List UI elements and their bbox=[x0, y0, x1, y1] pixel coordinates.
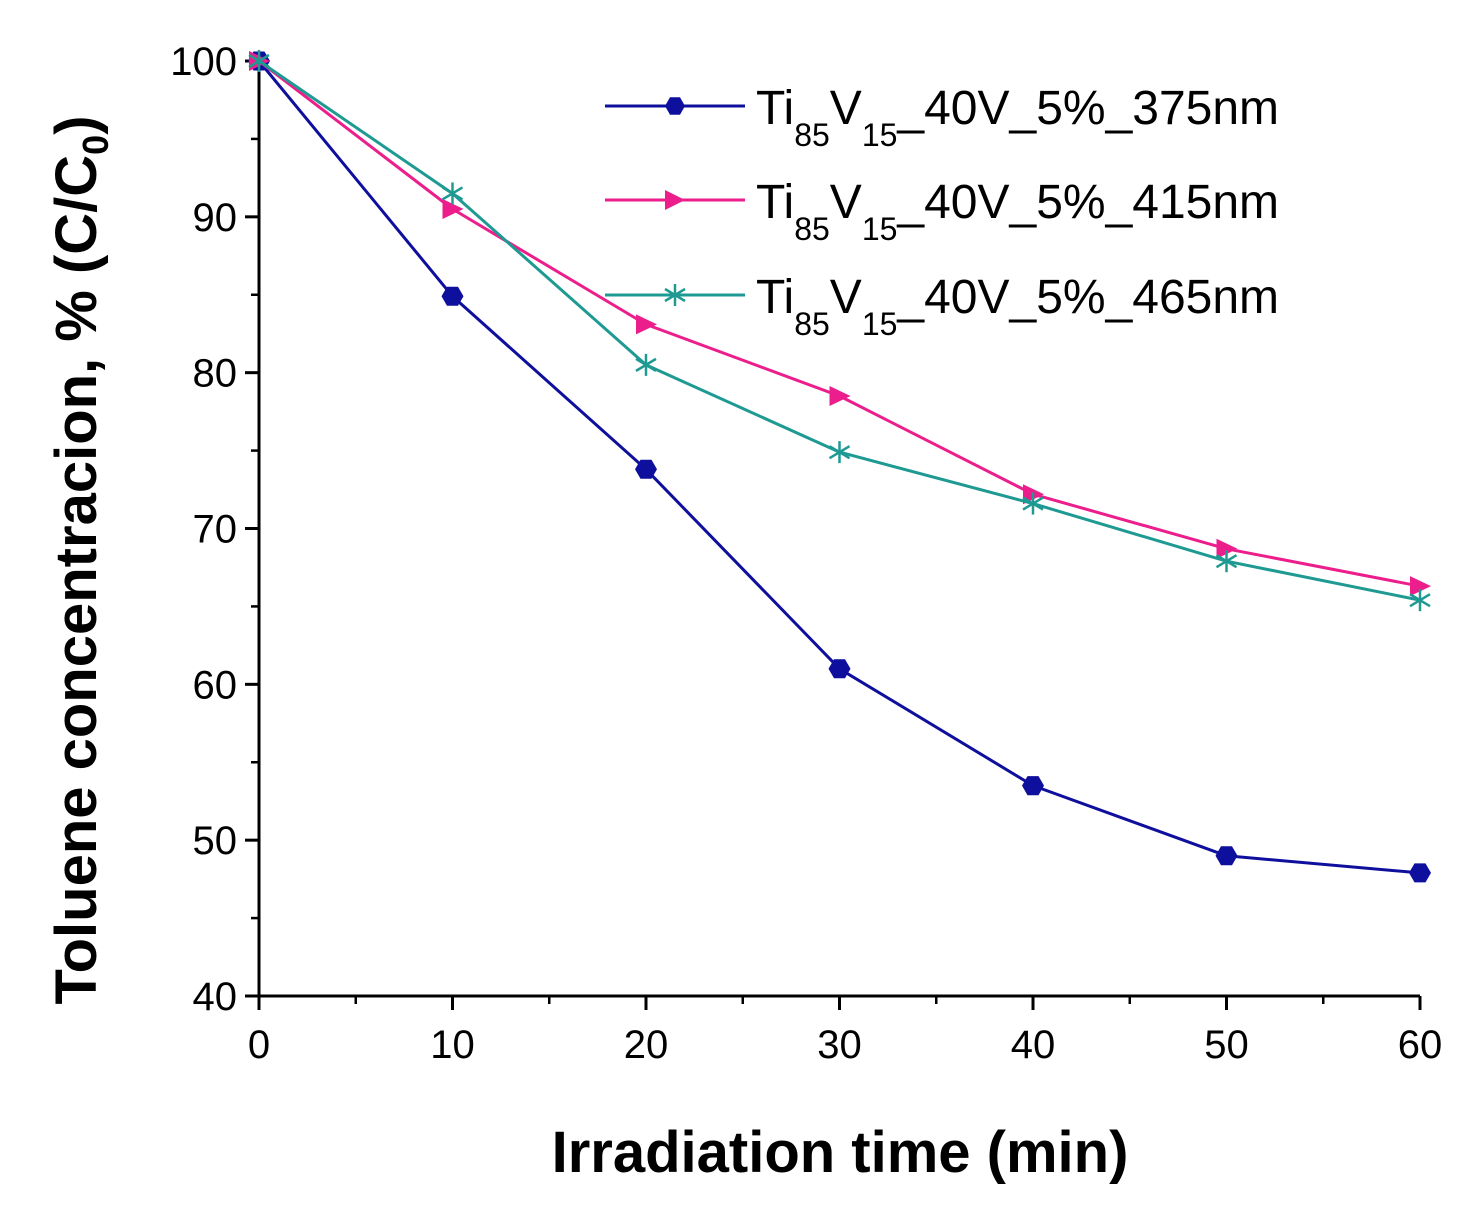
x-tick-label: 40 bbox=[1011, 1023, 1056, 1067]
legend-entry-375nm: Ti85V15_40V_5%_375nm bbox=[605, 82, 1279, 153]
legend-label-sub2: 15 bbox=[862, 211, 898, 247]
legend-label: Ti85V15_40V_5%_415nm bbox=[756, 176, 1279, 247]
series-1 bbox=[249, 51, 1431, 597]
data-point bbox=[635, 353, 657, 376]
y-tick-label: 90 bbox=[193, 196, 238, 240]
y-tick-label: 70 bbox=[193, 508, 238, 552]
y-axis-title-subscript: 0 bbox=[75, 135, 116, 155]
data-point bbox=[1410, 576, 1431, 597]
legend-label-sub2: 15 bbox=[862, 306, 898, 342]
legend-label-c: _40V_5%_465nm bbox=[896, 271, 1279, 324]
x-tick-label: 50 bbox=[1204, 1023, 1249, 1067]
legend-label-sub2: 15 bbox=[862, 117, 898, 153]
x-tick-label: 20 bbox=[624, 1023, 669, 1067]
data-point bbox=[1409, 863, 1431, 883]
y-axis-title: Toluene concentracion, % (C/C0) bbox=[44, 115, 116, 1004]
data-point bbox=[1215, 846, 1238, 866]
x-tick-label: 30 bbox=[817, 1023, 862, 1067]
series-layer bbox=[248, 50, 1431, 883]
x-tick-label: 0 bbox=[248, 1023, 270, 1067]
y-tick-label: 40 bbox=[193, 975, 238, 1019]
data-point bbox=[1022, 492, 1044, 515]
data-point bbox=[828, 441, 851, 464]
data-point bbox=[636, 314, 657, 335]
legend-label: Ti85V15_40V_5%_375nm bbox=[756, 82, 1279, 153]
legend-label: Ti85V15_40V_5%_465nm bbox=[756, 271, 1279, 342]
y-axis-title-main: Toluene concentracion, % (C/C bbox=[44, 155, 109, 1005]
legend-label-a: Ti bbox=[756, 82, 794, 135]
y-tick-label: 60 bbox=[193, 663, 238, 707]
legend-entry-465nm: Ti85V15_40V_5%_465nm bbox=[605, 271, 1279, 342]
legend-label-b: V bbox=[830, 82, 862, 135]
series-2 bbox=[248, 50, 1431, 612]
x-tick-label: 10 bbox=[430, 1023, 475, 1067]
y-tick-label: 100 bbox=[170, 40, 237, 84]
legend-label-c: _40V_5%_415nm bbox=[896, 176, 1279, 229]
legend-label-sub1: 85 bbox=[794, 117, 830, 153]
data-point bbox=[1022, 776, 1044, 796]
data-point bbox=[829, 386, 851, 407]
legend-marker-hexagon-icon bbox=[665, 97, 685, 115]
legend-label-b: V bbox=[830, 271, 862, 324]
data-point bbox=[828, 659, 851, 679]
data-point bbox=[442, 199, 464, 220]
data-point bbox=[635, 459, 657, 479]
series-line bbox=[258, 59, 1421, 602]
legend-label-sub1: 85 bbox=[794, 211, 830, 247]
data-point bbox=[1215, 550, 1238, 573]
y-tick-label: 80 bbox=[193, 352, 238, 396]
legend-label-a: Ti bbox=[756, 176, 794, 229]
legend-marker-triangle-icon bbox=[665, 190, 685, 210]
legend: Ti85V15_40V_5%_375nm Ti85V15_40V_5%_415n… bbox=[605, 82, 1279, 342]
data-point bbox=[441, 286, 464, 306]
axes: 0 10 20 30 40 50 60 40 50 60 70 80 90 100 bbox=[170, 40, 1442, 1067]
legend-label-c: _40V_5%_375nm bbox=[896, 82, 1279, 135]
legend-label-b: V bbox=[830, 176, 862, 229]
legend-label-sub1: 85 bbox=[794, 306, 830, 342]
data-point bbox=[1216, 538, 1238, 559]
data-point bbox=[248, 50, 270, 72]
y-tick-label: 50 bbox=[193, 819, 238, 863]
legend-entry-415nm: Ti85V15_40V_5%_415nm bbox=[605, 176, 1279, 247]
data-point bbox=[1409, 589, 1431, 612]
x-tick-label: 60 bbox=[1398, 1023, 1443, 1067]
data-point bbox=[441, 182, 464, 205]
x-axis-title: Irradiation time (min) bbox=[552, 1120, 1129, 1185]
legend-label-a: Ti bbox=[756, 271, 794, 324]
y-axis-title-close: ) bbox=[44, 115, 109, 134]
legend-marker-asterisk-icon bbox=[664, 284, 686, 306]
